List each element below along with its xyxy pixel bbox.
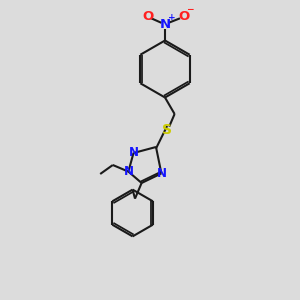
Text: N: N [156, 167, 167, 180]
Text: S: S [162, 123, 172, 136]
Text: O: O [142, 10, 153, 23]
Text: −: − [187, 5, 194, 14]
Text: N: N [159, 18, 171, 32]
Text: O: O [178, 10, 189, 23]
Text: N: N [128, 146, 139, 160]
Text: +: + [168, 13, 176, 22]
Text: N: N [123, 165, 134, 178]
